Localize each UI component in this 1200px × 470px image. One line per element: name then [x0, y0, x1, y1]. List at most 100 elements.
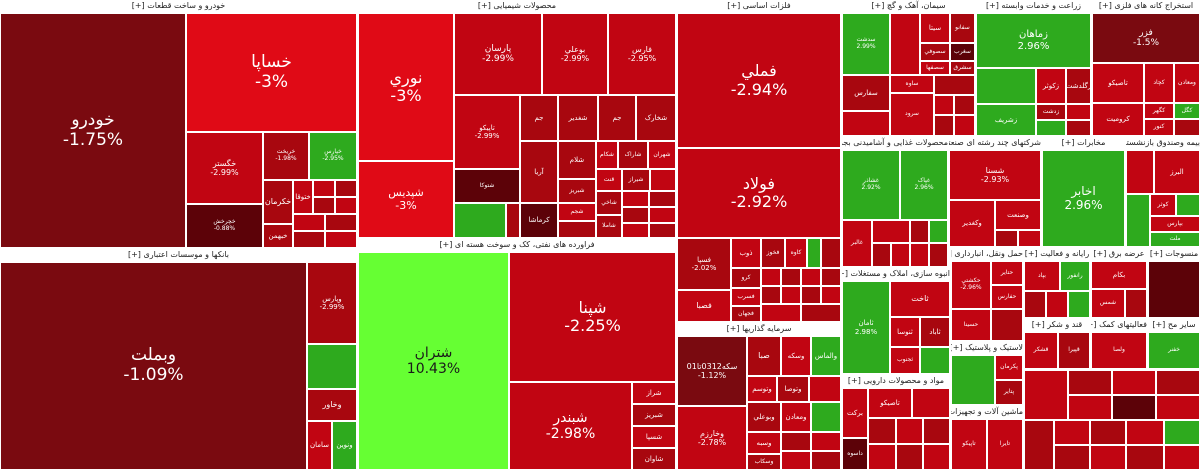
- tile-hsina[interactable]: حسينا: [951, 309, 991, 341]
- tile-small[interactable]: [649, 223, 676, 238]
- tile-small[interactable]: [761, 304, 801, 322]
- tile-shepna[interactable]: شپنا -2.25%: [509, 252, 676, 382]
- tile-small[interactable]: [1068, 291, 1090, 318]
- sector-header[interactable]: سرمایه گذاریها [+]: [677, 323, 841, 335]
- tile-small[interactable]: [1066, 104, 1091, 120]
- tile-khkerman[interactable]: خکرمان: [263, 180, 293, 224]
- tile-bkam[interactable]: بکام: [1091, 261, 1147, 289]
- tile-small[interactable]: [781, 432, 811, 451]
- tile-small[interactable]: [1024, 370, 1068, 420]
- tile-vsekab[interactable]: وسکاب: [747, 454, 781, 470]
- tile-alborz[interactable]: البرز: [1154, 150, 1200, 194]
- tile-small[interactable]: [1126, 194, 1150, 247]
- tile-small[interactable]: [649, 207, 676, 223]
- tile-vtoosm[interactable]: وتوسم: [747, 376, 777, 402]
- tile-small[interactable]: [761, 268, 781, 286]
- tile-ghshazar[interactable]: غشاذر 2.92%: [842, 150, 900, 220]
- tile-shavan[interactable]: شاوان: [632, 448, 676, 470]
- tile-vkharazm[interactable]: وخارزم -2.78%: [677, 406, 747, 470]
- tile-ghpira[interactable]: قپيرا: [1058, 332, 1090, 369]
- tile-shiraz[interactable]: شيراز: [622, 169, 650, 191]
- tile-vkhavar[interactable]: وخاور: [307, 389, 357, 421]
- tile-srood[interactable]: سرود: [890, 93, 934, 136]
- tile-small[interactable]: [1156, 395, 1200, 420]
- tile-small[interactable]: [1176, 194, 1200, 216]
- tile-khrikht[interactable]: خریخت -1.98%: [263, 132, 309, 180]
- tile-vmaaden2[interactable]: ومعادن: [1174, 63, 1200, 103]
- tile-foolad[interactable]: فولاد -2.92%: [677, 148, 841, 238]
- tile-small[interactable]: [1018, 230, 1041, 247]
- tile-small[interactable]: [650, 169, 676, 191]
- tile-bpad[interactable]: بپاد: [1024, 261, 1060, 291]
- tile-small[interactable]: [313, 180, 335, 197]
- tile-small[interactable]: [920, 347, 950, 374]
- tile-vtoosa[interactable]: وتوصا: [777, 376, 809, 402]
- tile-small[interactable]: [821, 268, 841, 286]
- tile-small[interactable]: [506, 203, 520, 238]
- tile-valmas[interactable]: والماس: [811, 336, 841, 376]
- tile-small[interactable]: [872, 220, 910, 243]
- tile-small[interactable]: [976, 68, 1036, 104]
- tile-kgol[interactable]: کگل: [1174, 103, 1200, 119]
- tile-snoosa[interactable]: ثنوسا: [890, 317, 920, 347]
- tile-small[interactable]: [781, 451, 811, 470]
- tile-vpars[interactable]: وپارس -2.99%: [307, 262, 357, 344]
- tile-sakht[interactable]: ثاخت: [890, 281, 950, 317]
- tile-small[interactable]: [891, 243, 910, 267]
- tile-small[interactable]: [995, 230, 1018, 247]
- tile-kromit[interactable]: كروميت: [1092, 103, 1144, 136]
- tile-ptayer[interactable]: پتاير: [995, 380, 1023, 405]
- tile-shasta[interactable]: شسنا -2.93%: [949, 150, 1041, 200]
- tile-chem-a[interactable]: جم: [520, 95, 558, 141]
- tile-fazar[interactable]: فزر -1.5%: [1092, 13, 1200, 63]
- tile-bpars[interactable]: بپارس: [1150, 216, 1200, 232]
- tile-small[interactable]: [1090, 420, 1126, 445]
- tile-aria[interactable]: آريا: [520, 141, 558, 203]
- tile-small[interactable]: [313, 197, 335, 214]
- tile-saman[interactable]: سامان: [307, 421, 332, 470]
- tile-sheraz[interactable]: شراز: [632, 382, 676, 404]
- tile-small[interactable]: [1156, 370, 1200, 395]
- tile-koro[interactable]: کرو: [731, 268, 761, 288]
- tile-saba[interactable]: صبا: [747, 336, 781, 376]
- tile-daseh[interactable]: داسوه: [842, 438, 868, 470]
- tile-small[interactable]: [801, 286, 821, 304]
- tile-small[interactable]: [929, 220, 948, 243]
- tile-small[interactable]: [622, 191, 649, 207]
- tile-ranfor[interactable]: رانفور: [1060, 261, 1090, 291]
- tile-small[interactable]: [929, 243, 948, 267]
- tile-small[interactable]: [649, 191, 676, 207]
- tile-small[interactable]: [934, 115, 954, 136]
- tile-ssafha[interactable]: سصفها: [920, 61, 950, 75]
- tile-small[interactable]: [991, 309, 1023, 341]
- tile-sfars[interactable]: سفارس: [842, 75, 890, 111]
- tile-green[interactable]: [807, 238, 821, 268]
- tile-small[interactable]: [1125, 289, 1147, 318]
- tile-fespa[interactable]: فسپا -2.02%: [677, 238, 731, 290]
- tile-small[interactable]: [910, 220, 929, 243]
- tile-small[interactable]: [954, 115, 975, 136]
- tile-green[interactable]: [811, 402, 841, 432]
- tile-small[interactable]: [811, 451, 841, 470]
- tile-zob[interactable]: ذوب: [731, 238, 761, 268]
- tile-kchad[interactable]: کچاد: [1144, 63, 1174, 103]
- sector-header[interactable]: عرضه برق [+]: [1091, 248, 1147, 260]
- tile-small[interactable]: [1174, 119, 1200, 136]
- tile-hfars[interactable]: حفارس: [991, 285, 1023, 309]
- tile-small[interactable]: [923, 444, 950, 470]
- tile-maroon[interactable]: [1148, 261, 1200, 318]
- tile-ghpak[interactable]: غپاک 2.96%: [900, 150, 948, 220]
- tile-small[interactable]: [809, 376, 841, 402]
- tile-khcharkhesh[interactable]: خچرخش -0.88%: [186, 204, 263, 248]
- tile-small[interactable]: [325, 214, 357, 231]
- tile-ghalbor[interactable]: غالبر: [842, 220, 872, 267]
- tile-small[interactable]: [954, 95, 975, 115]
- tile-akhaber[interactable]: اخابر 2.96%: [1042, 150, 1125, 247]
- tile-kermasha[interactable]: كرماشا: [520, 203, 558, 238]
- tile-small[interactable]: [811, 432, 841, 451]
- tile-kowsar[interactable]: کوثر: [1150, 194, 1176, 216]
- tile-jam[interactable]: جم: [598, 95, 636, 141]
- tile-small[interactable]: [934, 75, 975, 95]
- sector-header[interactable]: خودرو و ساخت قطعات [+]: [0, 0, 357, 12]
- tile-sdasht[interactable]: سدشت 2.99%: [842, 13, 890, 75]
